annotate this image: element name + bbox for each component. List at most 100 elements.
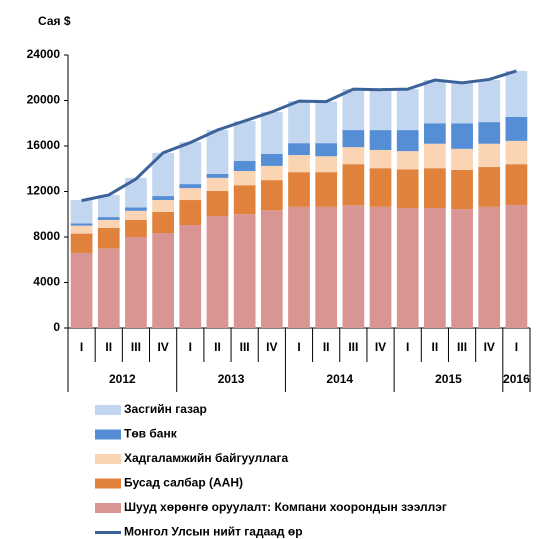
legend-label: Монгол Улсын нийт гадаад өр <box>124 525 303 539</box>
bar-segment <box>206 130 229 174</box>
bar-segment <box>288 206 310 328</box>
x-tick-label: I <box>515 340 518 354</box>
bar-segment <box>206 173 229 178</box>
bar-segment <box>396 130 419 152</box>
bar-segment <box>260 111 283 154</box>
bar-segment <box>478 167 501 207</box>
bar-segment <box>152 200 174 212</box>
bar-segment <box>451 169 473 210</box>
group-label: 2012 <box>109 372 136 386</box>
legend-swatch <box>95 405 121 415</box>
bar-segment <box>152 196 174 201</box>
bar-segment <box>342 89 365 131</box>
bar-segment <box>70 225 93 234</box>
bar-segment <box>369 130 392 150</box>
x-tick-label: I <box>80 340 83 354</box>
bar-segment <box>206 215 229 328</box>
bar-segment <box>369 149 392 169</box>
group-label: 2016 <box>503 372 530 386</box>
bar-segment <box>369 168 392 207</box>
bar-segment <box>315 101 338 144</box>
legend-label: Төв банк <box>124 427 178 441</box>
y-tick-label: 16000 <box>27 138 61 152</box>
group-label: 2013 <box>218 372 245 386</box>
bar-segment <box>125 207 147 211</box>
x-tick-label: I <box>406 340 409 354</box>
bar-segment <box>369 90 392 131</box>
bar-segment <box>505 140 528 165</box>
bar-segment <box>505 205 528 328</box>
bar-segment <box>152 152 174 197</box>
bar-segment <box>342 205 365 328</box>
y-tick-label: 24000 <box>27 47 61 61</box>
bar-segment <box>315 206 338 328</box>
bar-segment <box>478 80 501 123</box>
bar-segment <box>206 190 229 216</box>
bar-segment <box>478 143 501 168</box>
bar-segment <box>179 184 202 189</box>
bar-segment <box>233 171 256 186</box>
x-tick-label: I <box>189 340 192 354</box>
bar-segment <box>505 116 528 141</box>
y-axis-label: Сая $ <box>38 14 71 28</box>
bar-segment <box>125 237 147 328</box>
bar-segment <box>505 70 528 117</box>
bar-segment <box>396 207 419 328</box>
legend-swatch <box>95 478 121 489</box>
bar-segment <box>152 233 174 328</box>
bar-segment <box>288 101 310 144</box>
bar-segment <box>233 160 256 172</box>
x-tick-label: IV <box>484 340 495 354</box>
bar-segment <box>97 194 120 218</box>
bar-segment <box>505 164 528 206</box>
bar-segment <box>97 219 120 228</box>
bar-segment <box>233 214 256 328</box>
bar-segment <box>451 148 473 170</box>
bar-segment <box>424 123 446 144</box>
bar-segment <box>315 143 338 157</box>
bar-segment <box>451 123 473 149</box>
bar-segment <box>97 227 120 249</box>
bar-segment <box>97 248 120 328</box>
bar-segment <box>288 155 310 173</box>
legend-label: Хадгаламжийн байгууллага <box>124 451 289 465</box>
legend-swatch <box>95 503 121 513</box>
y-tick-label: 12000 <box>27 184 61 198</box>
bar-segment <box>70 233 93 253</box>
x-tick-label: IV <box>266 340 277 354</box>
bar-segment <box>342 164 365 206</box>
bar-segment <box>424 207 446 328</box>
legend-label: Бусад салбар (ААН) <box>124 476 243 490</box>
x-tick-label: II <box>432 340 439 354</box>
bar-segment <box>288 143 310 156</box>
bar-segment <box>179 142 202 185</box>
x-tick-label: III <box>240 340 250 354</box>
legend-swatch <box>95 429 121 440</box>
bar-segment <box>396 151 419 170</box>
bar-segment <box>396 89 419 131</box>
bar-segment <box>179 188 202 201</box>
bar-segment <box>369 206 392 328</box>
x-tick-label: II <box>323 340 330 354</box>
bar-segment <box>451 209 473 328</box>
bar-segment <box>424 80 446 124</box>
bar-segment <box>260 180 283 211</box>
bar-segment <box>70 223 93 226</box>
legend-label: Засгийн газар <box>124 402 207 416</box>
bar-segment <box>424 143 446 169</box>
x-tick-label: I <box>297 340 300 354</box>
bar-segment <box>260 165 283 181</box>
bar-segment <box>478 122 501 144</box>
bar-segment <box>152 211 174 234</box>
bar-segment <box>342 147 365 165</box>
bar-segment <box>315 156 338 173</box>
x-tick-label: II <box>214 340 221 354</box>
bar-segment <box>424 168 446 208</box>
bar-segment <box>342 130 365 148</box>
bar-segment <box>260 153 283 166</box>
legend-label: Шууд хөрөнгө оруулалт: Компани хоорондын… <box>124 500 447 514</box>
y-tick-label: 0 <box>53 320 60 334</box>
bar-segment <box>233 120 256 161</box>
group-label: 2015 <box>435 372 462 386</box>
